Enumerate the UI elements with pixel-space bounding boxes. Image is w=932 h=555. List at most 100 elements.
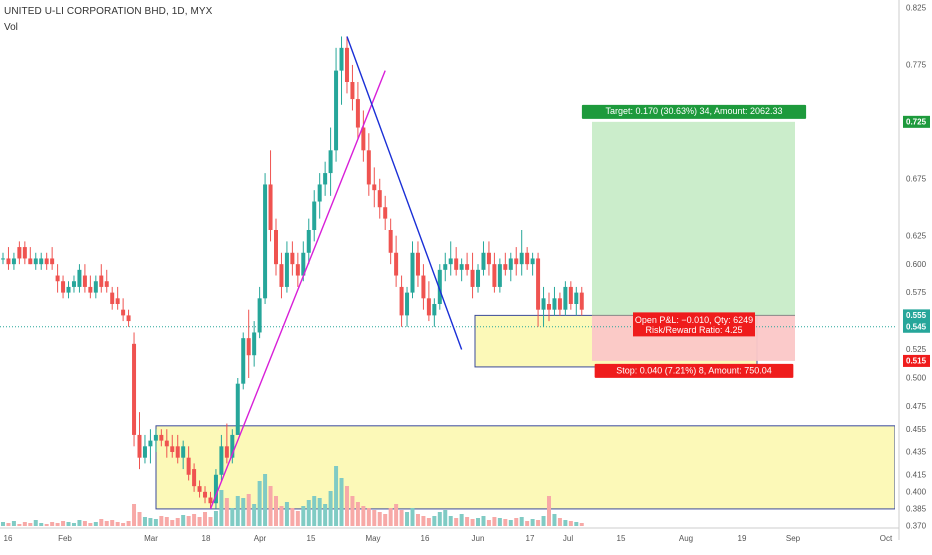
candle-body <box>372 184 377 191</box>
candle <box>66 281 71 299</box>
candle-body <box>306 230 311 253</box>
volume-bar <box>410 508 415 526</box>
candle-body <box>175 446 180 458</box>
volume-bar <box>536 520 541 526</box>
volume-bar <box>426 518 431 526</box>
volume-bar <box>421 516 426 526</box>
volume-bar <box>88 523 93 526</box>
volume-bar <box>465 517 470 526</box>
volume-bar <box>563 520 568 526</box>
candle <box>328 127 333 196</box>
candle-body <box>394 252 399 276</box>
candle <box>33 252 38 270</box>
candle-body <box>301 252 306 276</box>
candle <box>541 286 546 327</box>
candle-body <box>454 258 459 270</box>
volume-bar <box>181 515 186 526</box>
candle-body <box>99 275 104 287</box>
candle-body <box>563 286 568 310</box>
candle <box>170 434 175 458</box>
candle <box>492 252 497 293</box>
candle <box>454 247 459 276</box>
volume-bar <box>55 523 60 526</box>
candle-body <box>312 201 317 230</box>
candle-body <box>126 315 131 322</box>
candle <box>377 178 382 219</box>
candle-body <box>574 292 579 304</box>
rr-label-text: Risk/Reward Ratio: 4.25 <box>645 325 742 335</box>
target-label-bg <box>581 104 807 119</box>
y-tick-label: 0.415 <box>906 470 927 479</box>
candle-body <box>344 47 349 82</box>
candle <box>530 252 535 276</box>
x-tick-label: Apr <box>254 534 267 543</box>
candle <box>104 269 109 293</box>
candle-body <box>508 258 513 270</box>
candle-body <box>295 264 300 276</box>
volume-bar <box>437 512 442 526</box>
candle-body <box>224 446 229 458</box>
volume-bar <box>192 514 197 526</box>
candle <box>465 252 470 276</box>
candle <box>11 252 16 270</box>
candle-body <box>437 269 442 304</box>
candle <box>579 286 584 316</box>
candle-body <box>470 269 475 287</box>
volume-bar <box>142 517 147 526</box>
uptrend-line <box>209 70 386 510</box>
candle-body <box>257 298 262 333</box>
volume-bar <box>541 516 546 526</box>
target-label-text: Target: 0.170 (30.63%) 34, Amount: 2062.… <box>605 106 782 116</box>
volume-bar <box>33 520 38 526</box>
candle <box>17 241 22 265</box>
candle-body <box>323 173 328 185</box>
candle-body <box>170 446 175 452</box>
volume-bar <box>459 514 464 526</box>
candle-body <box>355 99 360 128</box>
candle-body <box>274 230 278 265</box>
candle-body <box>213 474 218 504</box>
volume-bar <box>388 508 393 526</box>
y-tick-label: 0.400 <box>906 487 927 496</box>
candle-body <box>186 457 191 475</box>
volume-bar <box>11 521 16 526</box>
candle-body <box>241 338 246 384</box>
x-tick-label: 15 <box>617 534 626 543</box>
volume-bar <box>274 496 278 526</box>
candle <box>459 258 464 282</box>
stop-label-text: Stop: 0.040 (7.21%) 8, Amount: 750.04 <box>616 365 772 375</box>
candle-body <box>497 264 502 287</box>
zones-layer <box>0 121 896 510</box>
volume-bar <box>579 523 584 526</box>
volume-bar <box>334 466 339 526</box>
candle-body <box>421 275 426 299</box>
candle-body <box>115 298 120 304</box>
candle-body <box>519 252 524 265</box>
x-tick-label: Mar <box>144 534 158 543</box>
candle-body <box>279 264 284 287</box>
candle <box>557 292 562 316</box>
pnl-label-bg <box>633 312 755 337</box>
candle-body <box>148 440 153 447</box>
candle-body <box>44 258 49 265</box>
candle-body <box>33 258 38 265</box>
y-tick-label: 0.625 <box>906 231 927 240</box>
volume-bar <box>372 510 377 526</box>
volume-bar <box>213 511 218 526</box>
x-tick-label: Jul <box>563 534 573 543</box>
candle-body <box>11 258 16 265</box>
downtrend-line <box>346 36 463 350</box>
candle-body <box>350 82 355 100</box>
candle <box>383 195 388 230</box>
candle-body <box>405 292 410 316</box>
x-tick-label: Feb <box>58 534 72 543</box>
candle <box>284 241 289 293</box>
candle-body <box>541 298 546 310</box>
volume-bar <box>93 522 98 526</box>
candle <box>317 173 322 219</box>
candle <box>1 252 5 265</box>
x-tick-label: 19 <box>738 534 747 543</box>
candle <box>110 286 115 310</box>
